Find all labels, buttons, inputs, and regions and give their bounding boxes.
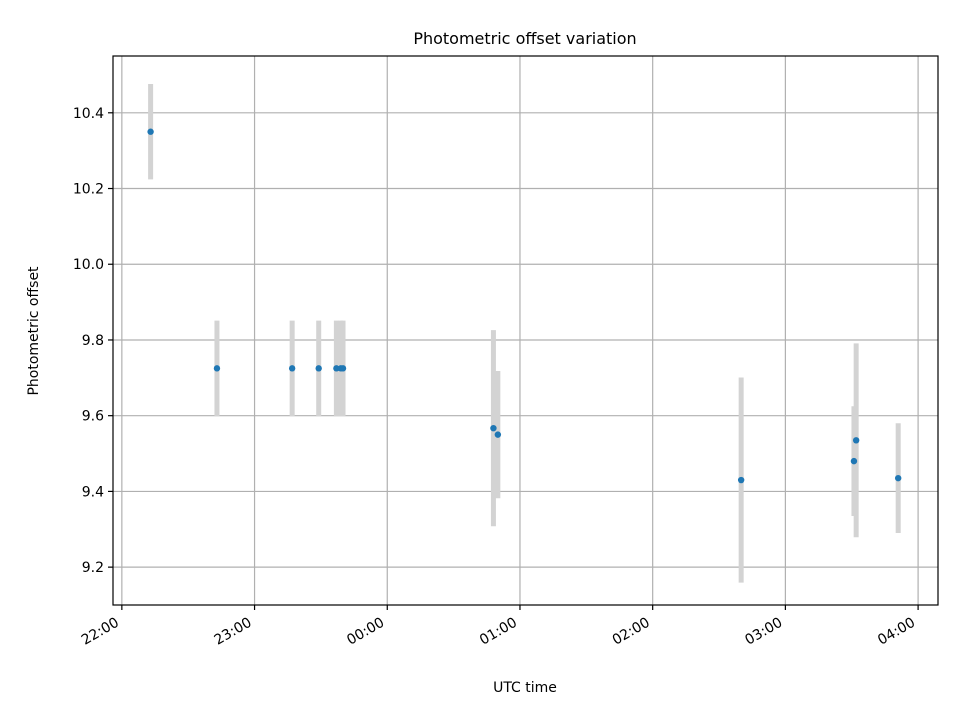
data-point [737,476,745,484]
grid [113,56,938,605]
y-axis-label: Photometric offset [26,266,42,396]
data-point [339,365,347,372]
data-point [852,437,860,444]
y-tick-label: 9.6 [82,409,104,425]
y-tick-label: 10.4 [73,106,104,122]
data-point [333,365,340,372]
data-point [894,474,902,482]
plot-frame [112,55,939,606]
x-axis-label: UTC time [493,680,557,696]
y-tick-label: 9.8 [82,333,104,349]
y-tick-label: 9.2 [82,560,104,576]
data-point [490,424,497,432]
chart-title: Photometric offset variation [413,29,636,48]
data-point [494,431,502,438]
y-tick-label: 9.4 [82,484,104,500]
data-point [315,365,322,372]
data-point [850,457,858,465]
y-tick-label: 10.2 [73,182,104,198]
data-points [147,128,902,484]
data-point [213,365,221,372]
data-point [288,365,296,372]
y-tick-label: 10.0 [73,257,104,273]
data-point [147,128,154,135]
